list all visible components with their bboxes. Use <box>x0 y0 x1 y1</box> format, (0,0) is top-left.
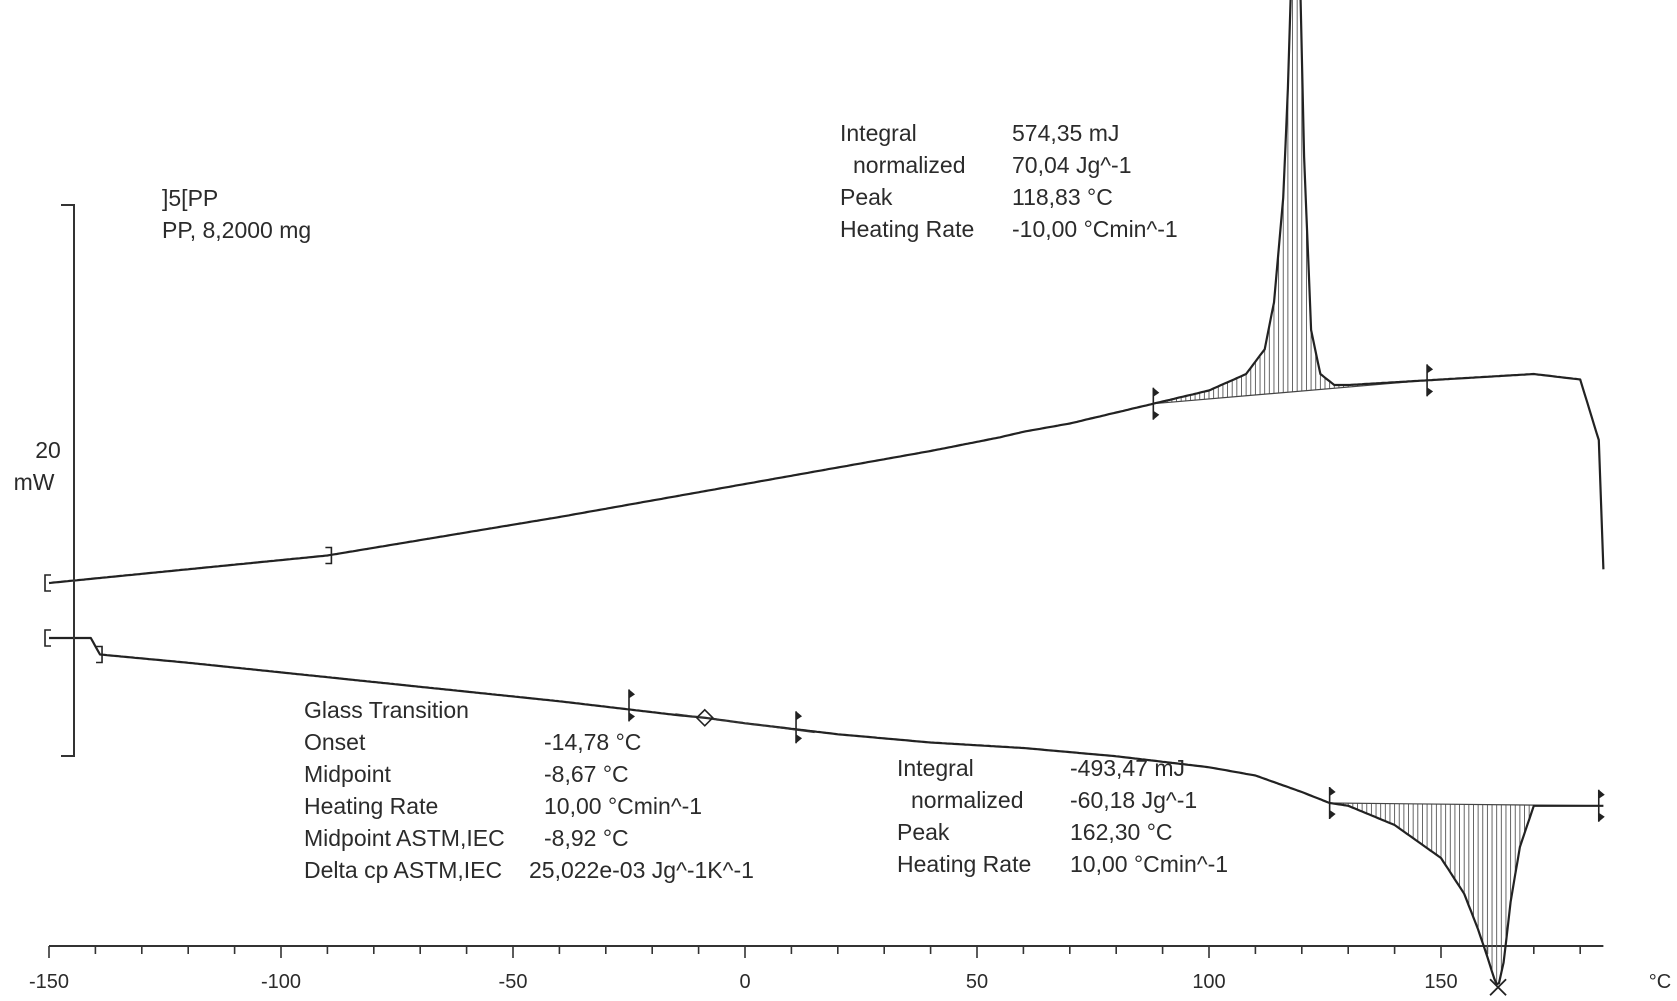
melting-results: Integral -493,47 mJ normalized -60,18 Jg… <box>897 755 1228 877</box>
crystallization-hatch-baseline <box>1153 379 1428 405</box>
scale-bar-unit: mW <box>14 469 55 495</box>
cryst-value-peak: 118,83 °C <box>1012 184 1113 210</box>
melt-label-normalized: normalized <box>911 787 1024 813</box>
cryst-label-normalized: normalized <box>853 152 966 178</box>
melt-value-normalized: -60,18 Jg^-1 <box>1070 787 1197 813</box>
scale-bar: 20 mW <box>14 204 75 757</box>
tg-midpoint-marker <box>695 708 714 727</box>
crystallization-right-limit-head <box>1427 364 1434 397</box>
crystallization-results: Integral 574,35 mJ normalized 70,04 Jg^-… <box>840 120 1178 242</box>
cooling-start-bracket <box>44 574 51 592</box>
x-axis: -150 -100 -50 0 50 100 150 <box>29 945 1604 993</box>
scale-bar-value: 20 <box>35 437 61 463</box>
crystallization-left-limit-head <box>1153 387 1160 420</box>
melt-label-integral: Integral <box>897 755 974 781</box>
tg-label-midpoint: Midpoint <box>304 761 392 787</box>
melt-value-rate: 10,00 °Cmin^-1 <box>1070 851 1228 877</box>
melt-label-rate: Heating Rate <box>897 851 1031 877</box>
heating-start-bracket <box>44 629 51 647</box>
cryst-label-rate: Heating Rate <box>840 216 974 242</box>
x-tick-label: 150 <box>1424 971 1457 993</box>
cryst-label-integral: Integral <box>840 120 917 146</box>
cryst-label-peak: Peak <box>840 184 893 210</box>
tg-label-onset: Onset <box>304 729 366 755</box>
x-tick-label: -50 <box>499 971 528 993</box>
tg-value-astm: -8,92 °C <box>544 825 629 851</box>
tg-value-midpoint: -8,67 °C <box>544 761 629 787</box>
heating-curve <box>49 636 1604 986</box>
melting-left-limit-head <box>1329 787 1336 819</box>
tg-label-deltacp: Delta cp ASTM,IEC <box>304 857 502 883</box>
tg-left-limit-head <box>629 689 635 722</box>
sample-id: ]5[PP <box>162 185 218 211</box>
x-axis-unit: °C <box>1649 971 1671 993</box>
cooling-curve <box>48 0 1605 585</box>
curves <box>48 0 1605 986</box>
cryst-value-rate: -10,00 °Cmin^-1 <box>1012 216 1178 242</box>
tg-value-rate: 10,00 °Cmin^-1 <box>544 793 702 819</box>
x-tick-label: 0 <box>739 971 750 993</box>
tg-value-onset: -14,78 °C <box>544 729 641 755</box>
tg-label-rate: Heating Rate <box>304 793 438 819</box>
tg-value-deltacp: 25,022e-03 Jg^-1K^-1 <box>529 857 754 883</box>
cooling-segment-bracket <box>325 546 333 565</box>
melt-value-integral: -493,47 mJ <box>1070 755 1185 781</box>
x-tick-label: 50 <box>966 971 988 993</box>
glass-transition-results: Glass Transition Onset -14,78 °C Midpoin… <box>304 697 754 883</box>
melting-peak-marker <box>1489 978 1507 996</box>
sample-mass: PP, 8,2000 mg <box>162 217 311 243</box>
tg-label-astm: Midpoint ASTM,IEC <box>304 825 505 851</box>
melt-value-peak: 162,30 °C <box>1070 819 1173 845</box>
tg-tangent <box>675 713 815 734</box>
x-tick-label: -100 <box>261 971 301 993</box>
sample-info: ]5[PP PP, 8,2000 mg <box>162 185 311 243</box>
x-tick-label: -150 <box>29 971 69 993</box>
melt-label-peak: Peak <box>897 819 950 845</box>
tg-right-limit-head <box>796 711 803 744</box>
x-tick-label: 100 <box>1192 971 1225 993</box>
melting-right-limit-head <box>1598 789 1605 822</box>
cryst-value-integral: 574,35 mJ <box>1012 120 1119 146</box>
cryst-value-normalized: 70,04 Jg^-1 <box>1012 152 1131 178</box>
tg-title: Glass Transition <box>304 697 469 723</box>
annotations <box>44 364 1605 996</box>
heating-segment-bracket <box>96 645 103 664</box>
